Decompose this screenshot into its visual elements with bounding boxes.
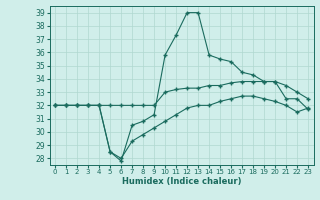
X-axis label: Humidex (Indice chaleur): Humidex (Indice chaleur): [122, 177, 241, 186]
